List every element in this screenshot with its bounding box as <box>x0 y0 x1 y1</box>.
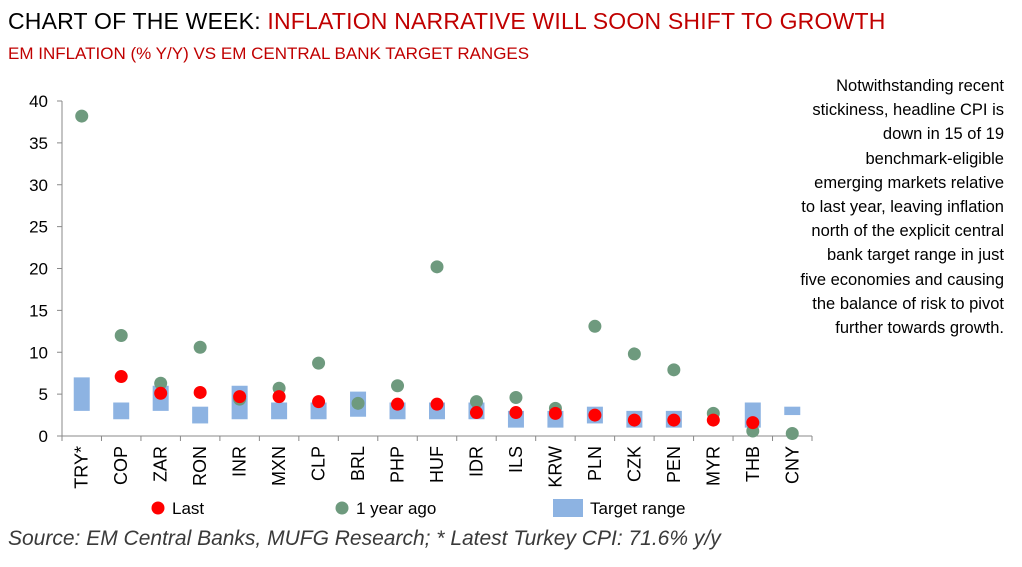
year-ago-point <box>75 109 89 123</box>
y-tick-label: 5 <box>39 385 48 404</box>
year-ago-point <box>469 395 483 409</box>
x-tick-label: ILS <box>506 446 526 473</box>
title-highlight: INFLATION NARRATIVE WILL SOON SHIFT TO G… <box>267 8 886 34</box>
target-range-bar <box>113 402 130 420</box>
y-tick-label: 20 <box>29 260 48 279</box>
y-tick-label: 0 <box>39 427 48 446</box>
y-tick-label: 35 <box>29 134 48 153</box>
year-ago-point <box>193 340 207 354</box>
last-point <box>391 397 405 411</box>
year-ago-point <box>351 396 365 410</box>
x-tick-label: THB <box>743 446 763 482</box>
x-tick-label: MXN <box>269 446 289 486</box>
last-point <box>509 406 523 420</box>
legend-year-ago-label: 1 year ago <box>356 499 436 518</box>
last-point <box>627 413 641 427</box>
x-tick-label: INR <box>230 446 250 477</box>
x-tick-label: PHP <box>388 446 408 483</box>
last-point <box>154 386 168 400</box>
last-point <box>746 416 760 430</box>
title-prefix: CHART OF THE WEEK: <box>8 8 261 34</box>
x-tick-label: KRW <box>545 446 565 488</box>
x-tick-label: TRY* <box>72 446 92 489</box>
target-range-bar <box>784 406 801 416</box>
y-tick-label: 10 <box>29 343 48 362</box>
year-ago-point <box>785 426 799 440</box>
last-point <box>114 370 128 384</box>
year-ago-point <box>588 319 602 333</box>
last-point <box>233 390 247 404</box>
x-tick-label: MYR <box>703 446 723 486</box>
year-ago-point <box>154 376 168 390</box>
x-tick-label: HUF <box>427 446 447 483</box>
last-point <box>548 406 562 420</box>
y-tick-label: 30 <box>29 176 48 195</box>
x-tick-label: COP <box>111 446 131 485</box>
year-ago-point <box>430 260 444 274</box>
last-point <box>272 390 286 404</box>
legend-year-ago-marker <box>335 501 349 515</box>
last-point <box>469 406 483 420</box>
x-tick-label: CZK <box>624 446 644 482</box>
x-tick-label: ZAR <box>151 446 171 482</box>
target-range-bar <box>73 377 90 411</box>
year-ago-point <box>312 356 326 370</box>
legend-target-range-marker <box>553 499 583 517</box>
y-tick-label: 40 <box>29 92 48 111</box>
y-tick-label: 15 <box>29 301 48 320</box>
chart-subtitle: EM INFLATION (% Y/Y) VS EM CENTRAL BANK … <box>8 44 530 63</box>
legend-last-marker <box>151 501 165 515</box>
x-tick-label: CNY <box>782 446 802 484</box>
commentary-text: Notwithstanding recent stickiness, headl… <box>800 77 1004 338</box>
last-point <box>430 397 444 411</box>
year-ago-point <box>667 363 681 377</box>
y-tick-label: 25 <box>29 218 48 237</box>
year-ago-point <box>114 329 128 342</box>
chart-title: CHART OF THE WEEK: INFLATION NARRATIVE W… <box>8 8 886 35</box>
last-point <box>312 395 326 409</box>
x-tick-label: CLP <box>309 446 329 481</box>
x-tick-label: PLN <box>585 446 605 481</box>
x-tick-label: BRL <box>348 446 368 481</box>
last-point <box>667 413 681 427</box>
x-tick-label: PEN <box>664 446 684 483</box>
target-range-bar <box>192 406 209 424</box>
legend-target-range-label: Target range <box>590 499 685 518</box>
last-point <box>588 408 602 422</box>
year-ago-point <box>391 379 405 393</box>
last-point <box>193 385 207 399</box>
x-tick-label: IDR <box>466 446 486 477</box>
year-ago-point <box>509 390 523 404</box>
target-range-bar <box>271 402 288 420</box>
x-tick-label: RON <box>190 446 210 486</box>
last-point <box>706 413 720 427</box>
legend-last-label: Last <box>172 499 204 518</box>
source-note: Source: EM Central Banks, MUFG Research;… <box>8 527 721 550</box>
year-ago-point <box>627 347 641 361</box>
chart: 0 5 10 15 20 25 30 35 40 TRY* COP ZAR RON INR MXN CLP BR… <box>29 92 813 518</box>
